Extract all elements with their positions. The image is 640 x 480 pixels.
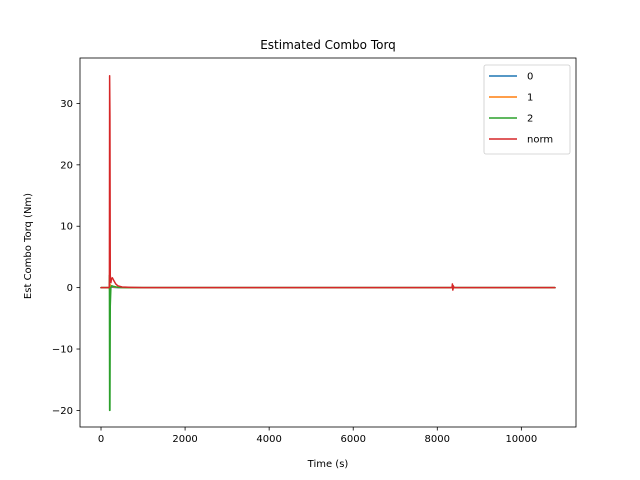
y-tick-label: 10 xyxy=(60,222,73,233)
legend-label-1: 1 xyxy=(527,93,533,104)
axes-frame xyxy=(79,57,577,428)
y-tick-label: 30 xyxy=(60,99,73,110)
y-tick-label: −10 xyxy=(52,345,73,356)
y-tick-label: 20 xyxy=(60,160,73,171)
legend-label-2: 2 xyxy=(527,114,533,125)
x-tick-label: 8000 xyxy=(425,434,450,445)
series-line-norm xyxy=(100,75,556,291)
y-tick-label: 0 xyxy=(67,283,73,294)
y-axis-title: Est Combo Torq (Nm) xyxy=(23,193,34,299)
x-tick-label: 2000 xyxy=(172,434,197,445)
x-axis-title: Time (s) xyxy=(307,459,349,470)
legend-box xyxy=(483,64,571,155)
y-tick-label: −20 xyxy=(52,406,73,417)
x-tick-label: 10000 xyxy=(505,434,537,445)
plot-area: 0 2000 4000 6000 8000 10000 −20 −10 0 10 20 30 0 1 2 no… xyxy=(52,57,577,445)
x-tick-label: 6000 xyxy=(340,434,365,445)
series-group xyxy=(100,75,556,412)
x-tick-label: 0 xyxy=(98,434,104,445)
legend-label-0: 0 xyxy=(527,72,533,83)
legend-label-norm: norm xyxy=(527,135,553,146)
x-tick-label: 4000 xyxy=(256,434,281,445)
chart-title: Estimated Combo Torq xyxy=(260,38,396,52)
